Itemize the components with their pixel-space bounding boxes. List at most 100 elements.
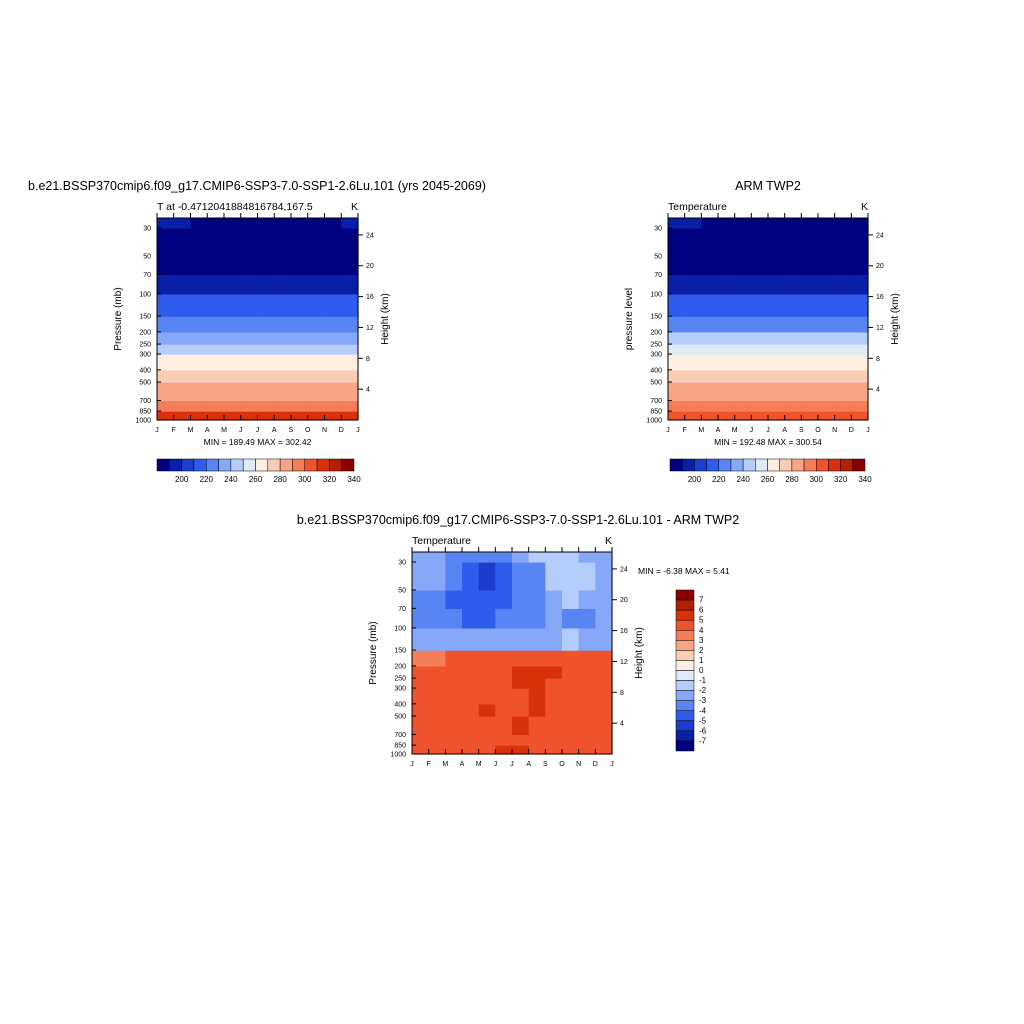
contour-cell — [562, 589, 580, 609]
colorbar-swatch — [675, 599, 695, 611]
contour-cell — [157, 274, 175, 295]
contour-cell — [207, 227, 225, 257]
contour-cell — [495, 703, 513, 717]
contour-cell — [684, 316, 702, 333]
colorbar-label: -2 — [699, 686, 707, 695]
contour-cell — [495, 734, 513, 746]
contour-cell — [257, 400, 275, 412]
colorbar-label: 200 — [688, 475, 702, 484]
contour-cell — [495, 678, 513, 689]
contour-cell — [528, 716, 546, 736]
colorbar-label: 2 — [699, 646, 704, 655]
contour-cell — [324, 255, 342, 275]
y-tick-label: 50 — [654, 253, 662, 260]
contour-cell — [801, 344, 819, 355]
chart-subtitle-left: Temperature — [668, 201, 727, 213]
contour-cell — [224, 382, 242, 402]
contour-cell — [768, 293, 786, 317]
colorbar-swatch — [791, 458, 805, 472]
contour-cell — [291, 331, 309, 345]
contour-cell — [834, 227, 852, 257]
colorbar-swatch — [779, 458, 793, 472]
x-tick-label: M — [188, 427, 194, 434]
contour-cell — [157, 344, 175, 355]
contour-cell — [834, 255, 852, 275]
contour-cell — [291, 316, 309, 333]
contour-cell — [595, 678, 613, 689]
chart-title: b.e21.BSSP370cmip6.f09_g17.CMIP6-SSP3-7.… — [28, 179, 486, 193]
y-tick-label: 100 — [139, 291, 151, 298]
contour-cell — [307, 411, 326, 421]
y-tick-label: 30 — [398, 559, 406, 566]
y-tick-label: 300 — [394, 686, 406, 693]
contour-cell — [257, 274, 275, 295]
y-tick-label: 250 — [394, 676, 406, 683]
contour-cell — [768, 331, 786, 345]
colorbar-label: 240 — [736, 475, 750, 484]
contour-cell — [528, 552, 546, 563]
colorbar-swatch — [803, 458, 817, 472]
contour-cell — [512, 734, 530, 746]
contour-cell — [495, 688, 513, 705]
x-tick-label: A — [460, 761, 465, 768]
contour-cell — [173, 331, 192, 345]
contour-cell — [512, 552, 530, 563]
contour-cell — [701, 331, 719, 345]
contour-cell — [751, 331, 769, 345]
contour-cell — [240, 331, 259, 345]
x-tick-label: M — [732, 427, 738, 434]
x-tick-label: A — [205, 427, 210, 434]
colorbar-swatch — [852, 458, 866, 472]
contour-cell — [528, 608, 546, 629]
contour-cell — [718, 400, 736, 412]
contour-cell — [801, 400, 819, 412]
contour-cell — [462, 650, 480, 667]
contour-cell — [578, 734, 596, 746]
contour-cell — [428, 650, 446, 667]
contour-cell — [751, 274, 769, 295]
contour-cell — [851, 316, 869, 333]
contour-cell — [528, 665, 546, 679]
contour-cell — [784, 316, 802, 333]
contour-cell — [595, 627, 613, 651]
contour-cell — [224, 274, 242, 295]
contour-cell — [701, 316, 719, 333]
contour-cell — [851, 382, 869, 402]
contour-cell — [224, 354, 242, 371]
contour-cell — [257, 411, 275, 421]
colorbar-swatch — [329, 458, 342, 472]
contour-cell — [701, 369, 719, 383]
colorbar-swatch — [675, 609, 695, 621]
contour-cell — [445, 703, 463, 717]
contour-cell — [851, 369, 869, 383]
contour-cell — [224, 316, 242, 333]
contour-cell — [834, 293, 852, 317]
x-tick-label: J — [356, 427, 360, 434]
colorbar-label: 320 — [323, 475, 337, 484]
x-tick-label: J — [256, 427, 260, 434]
contour-cell — [801, 382, 819, 402]
contour-cell — [801, 369, 819, 383]
contour-cell — [718, 411, 736, 421]
contour-cell — [701, 227, 719, 257]
contour-cell — [478, 650, 496, 667]
panel-model-temperature: J F M A M J J A S O N D J 30 50 70 100 150 200 250 300 400 500… — [28, 179, 486, 484]
contour-cell — [734, 274, 752, 295]
contour-cell — [751, 227, 769, 257]
contour-cell — [462, 552, 480, 563]
contour-cell — [701, 382, 719, 402]
colorbar-swatch — [316, 458, 330, 472]
contour-cell — [734, 369, 752, 383]
contour-cell — [173, 382, 192, 402]
contour-cell — [751, 369, 769, 383]
colorbar-label: 6 — [699, 606, 704, 615]
contour-cell — [801, 274, 819, 295]
contour-cell — [173, 316, 192, 333]
contour-cell — [851, 331, 869, 345]
y-tick-label: 30 — [654, 225, 662, 232]
y-right-tick-label: 8 — [876, 356, 880, 363]
contour-cell — [495, 561, 513, 591]
contour-cell — [291, 400, 309, 412]
colorbar-label: 0 — [699, 666, 704, 675]
colorbar-label: -5 — [699, 716, 707, 725]
